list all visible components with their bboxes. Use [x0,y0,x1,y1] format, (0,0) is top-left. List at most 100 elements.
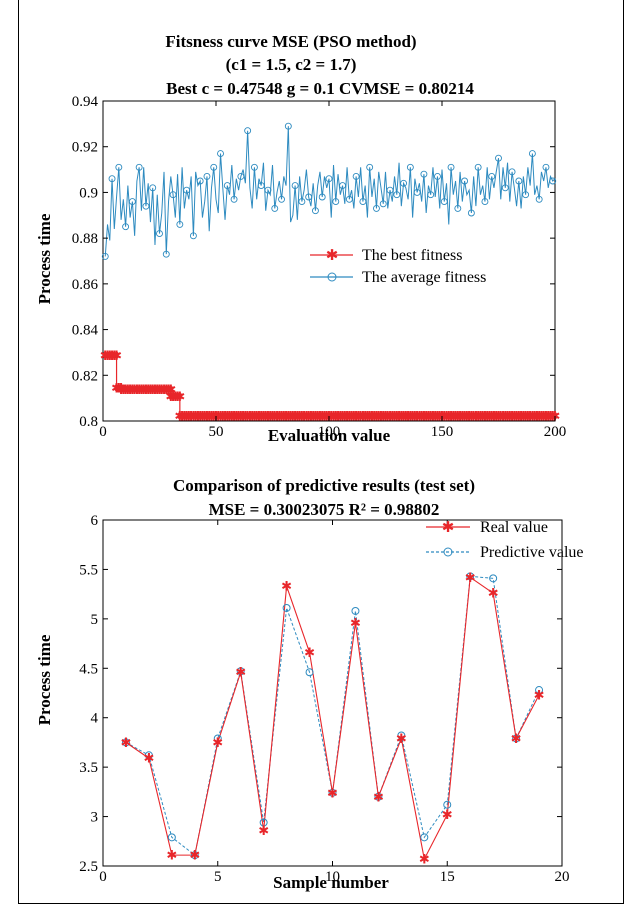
chart1-avg-fitness-point [298,198,306,206]
chart1-best-fitness-point: ✱ [452,410,463,425]
chart1-avg-fitness-point [325,175,333,183]
chart1-avg-fitness-point [379,200,387,208]
chart1-ytick-label: 0.94 [72,94,99,110]
chart1-best-fitness-point: ✱ [479,410,490,425]
chart1-best-fitness-point: ✱ [305,410,316,425]
chart2-real-point: ✱ [304,646,315,661]
chart1-best-fitness-point: ✱ [285,410,296,425]
chart1-best-fitness-point: ✱ [321,410,332,425]
chart1-best-fitness-point: ✱ [197,410,208,425]
chart1-best-fitness-point: ✱ [127,383,138,398]
chart1-xlabel: Evaluation value [268,426,391,445]
chart1-best-fitness-point: ✱ [145,383,156,398]
chart1-best-fitness-point: ✱ [425,410,436,425]
chart1-avg-fitness-point [210,163,218,171]
chart1-xtick-label: 50 [209,424,224,440]
chart1-best-fitness-point: ✱ [376,410,387,425]
chart1-best-fitness-point: ✱ [267,410,278,425]
chart1-best-fitness-point: ✱ [249,410,260,425]
chart2-real-point: ✱ [396,732,407,747]
chart1-best-fitness-point: ✱ [281,410,292,425]
chart1-best-fitness-point: ✱ [416,410,427,425]
chart2-real-point: ✱ [488,587,499,602]
chart1-best-fitness-point: ✱ [432,410,443,425]
chart1-best-fitness-point: ✱ [382,410,393,425]
chart1-best-fitness-point: ✱ [253,410,264,425]
chart1-best-fitness-point: ✱ [220,410,231,425]
chart2-xtick-label: 0 [99,869,107,885]
chart1-avg-fitness-point [542,163,550,171]
chart1-avg-fitness-point [135,163,143,171]
chart2-real-point: ✱ [465,571,476,586]
chart1-avg-fitness-point [311,207,319,215]
chart1-avg-fitness-point [345,195,353,203]
chart2-legend-pred-label: Predictive value [480,544,584,561]
chart1-best-fitness-point: ✱ [317,410,328,425]
chart1-best-fitness-point: ✱ [192,410,203,425]
chart1-best-fitness-point: ✱ [400,410,411,425]
chart1-best-fitness-point: ✱ [244,410,255,425]
chart1-avg-fitness-point [149,184,157,192]
chart1-best-fitness-point: ✱ [131,383,142,398]
chart1-best-fitness-point: ✱ [159,383,170,398]
chart2-predictive-point [121,738,130,747]
chart1-avg-fitness-point [440,198,448,206]
chart1-best-fitness-point: ✱ [260,410,271,425]
chart1-xtick-label: 100 [318,424,341,440]
chart1-best-fitness-point: ✱ [111,349,122,364]
chart1-best-fitness-point: ✱ [186,410,197,425]
chart1-best-fitness-point: ✱ [339,410,350,425]
chart2-predictive-point [489,574,498,583]
chart1-best-fitness-point: ✱ [109,349,120,364]
chart1-best-fitness-point: ✱ [412,410,423,425]
chart1-best-fitness-point: ✱ [238,410,249,425]
chart1-best-fitness-point: ✱ [500,410,511,425]
chart1-best-fitness-point: ✱ [172,390,183,405]
chart2-ylabel: Process time [35,634,54,725]
chart2-xtick-label: 5 [214,869,222,885]
chart1-best-fitness-point: ✱ [470,410,481,425]
chart2-legend-real-label: Real value [480,519,548,536]
chart1-best-fitness-point: ✱ [118,383,129,398]
chart1-avg-fitness-point [169,191,177,199]
chart1-avg-fitness-point [366,163,374,171]
chart1-best-fitness-point: ✱ [274,410,285,425]
chart1-best-fitness-point: ✱ [468,410,479,425]
chart1-best-fitness-point: ✱ [545,410,556,425]
chart1-best-fitness-point: ✱ [136,383,147,398]
chart1-best-fitness-point: ✱ [269,410,280,425]
chart1-best-fitness-point: ✱ [385,410,396,425]
chart1-best-fitness-point: ✱ [516,410,527,425]
chart1-best-fitness-point: ✱ [355,410,366,425]
chart1-avg-fitness-point [223,182,231,190]
chart1-best-fitness-point: ✱ [165,383,176,398]
chart1-best-fitness-point: ✱ [256,410,267,425]
chart1-best-fitness-point: ✱ [333,410,344,425]
chart1-best-fitness-point: ✱ [122,383,133,398]
chart1-avg-fitness-point [101,252,109,260]
chart1-avg-fitness-point [128,198,136,206]
chart2-predictive-point [144,751,153,760]
chart1-avg-fitness-point [237,172,245,180]
chart1-best-fitness-point: ✱ [231,410,242,425]
chart1-avg-fitness-point [515,177,523,185]
chart1-best-fitness-point: ✱ [202,410,213,425]
chart1-best-fitness-point: ✱ [328,410,339,425]
chart1-best-fitness-point: ✱ [287,410,298,425]
chart1-best-fitness-point: ✱ [489,410,500,425]
chart1-best-fitness-point: ✱ [459,410,470,425]
chart1-best-fitness-point: ✱ [509,410,520,425]
chart1-best-fitness-point: ✱ [450,410,461,425]
chart1-avg-fitness-point [257,182,265,190]
chart1-best-fitness-point: ✱ [525,410,536,425]
chart1-best-fitness-point: ✱ [303,410,314,425]
chart1-avg-fitness-point [108,175,116,183]
chart1-xtick-label: 150 [431,424,454,440]
chart1-best-fitness-point: ✱ [308,410,319,425]
chart1-best-fitness-point: ✱ [100,349,111,364]
chart1-best-fitness-point: ✱ [147,383,158,398]
chart1-best-fitness-point: ✱ [150,383,161,398]
chart1-best-fitness-point: ✱ [165,390,176,405]
chart1-avg-fitness-point [373,204,380,212]
